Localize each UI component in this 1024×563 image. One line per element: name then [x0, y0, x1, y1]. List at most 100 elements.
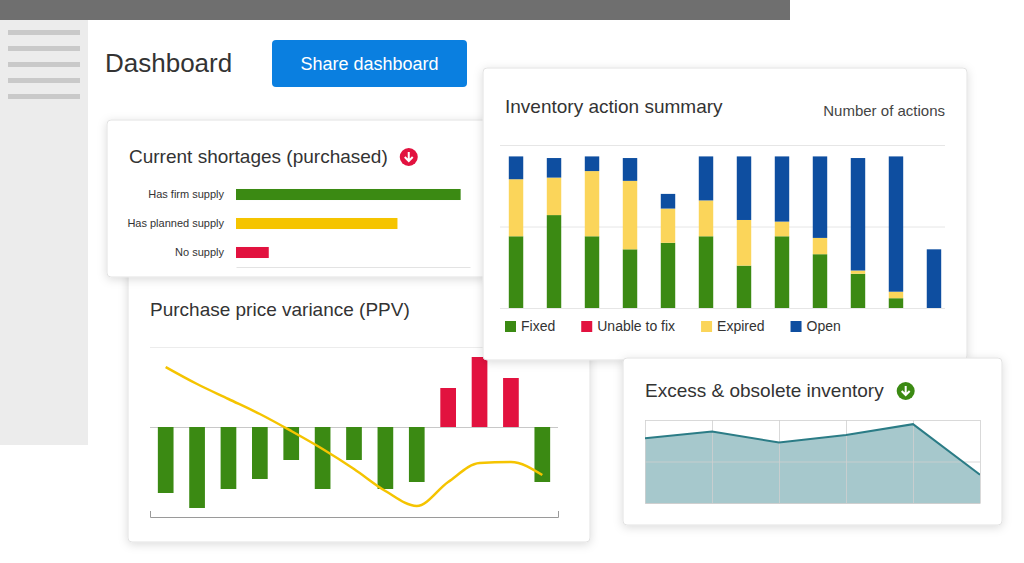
share-button-bg[interactable]	[272, 40, 467, 87]
ppv-bar	[315, 427, 331, 489]
x-grid-tick	[980, 420, 981, 503]
x-grid-tick	[779, 420, 780, 503]
stacked-bar-segment	[737, 220, 751, 266]
chart-subtitle: Number of actions	[823, 102, 945, 119]
stacked-bar-segment	[813, 156, 827, 238]
x-axis-line	[151, 511, 559, 518]
x-grid-tick	[645, 420, 646, 503]
ppv-bar	[409, 427, 425, 482]
trend-icon-circle	[897, 382, 915, 400]
excess-line	[645, 424, 980, 475]
ppv-bar	[440, 388, 456, 427]
grid-line	[645, 462, 980, 463]
legend-item: Open	[791, 318, 841, 334]
category-label: Has firm supply	[148, 188, 224, 200]
stacked-bar-segment	[699, 200, 713, 236]
stacked-bar-segment	[889, 298, 903, 308]
stacked-bar-segment	[851, 271, 865, 274]
stacked-bar-segment	[851, 274, 865, 308]
stacked-bar-segment	[775, 236, 789, 308]
share-button[interactable]: Share dashboard	[272, 40, 467, 87]
grid-line	[645, 420, 980, 421]
stacked-bar-segment	[699, 156, 713, 200]
legend-swatch	[701, 321, 712, 332]
y-grid-tick	[645, 420, 980, 421]
inventory-plot	[509, 156, 941, 308]
stacked-bar-segment	[623, 181, 637, 249]
chart-title: Excess & obsolete inventory	[645, 380, 884, 401]
stacked-bar-segment	[547, 178, 561, 215]
trend-icon-arrow	[902, 386, 910, 395]
trend-icon-arrow	[405, 152, 413, 161]
stacked-bar-segment	[585, 171, 599, 236]
excess-card: Excess & obsolete inventory	[623, 358, 1002, 525]
sidebar-item	[8, 94, 80, 99]
y-axis-tick: Has firm supply	[148, 188, 230, 200]
chart-title: Current shortages (purchased)	[129, 146, 388, 167]
sidebar-item	[8, 78, 80, 83]
y-grid	[645, 421, 980, 504]
share-button-label[interactable]: Share dashboard	[300, 54, 438, 74]
x-grid-tick	[846, 420, 847, 503]
sidebar-item	[8, 46, 80, 51]
shortages-card: Current shortages (purchased) Has firm su…	[107, 120, 487, 277]
legend-label: Expired	[717, 318, 764, 334]
stacked-bar-segment	[813, 254, 827, 308]
ppv-line	[166, 367, 543, 506]
x-axis	[151, 511, 559, 518]
trend-icon	[400, 148, 418, 166]
stacked-bar-segment	[547, 158, 561, 178]
ppv-bar	[346, 427, 362, 460]
grid-line	[913, 420, 914, 503]
legend: FixedUnable to fixExpiredOpen	[505, 318, 841, 334]
stacked-bar-segment	[775, 156, 789, 221]
inventory-card-bg	[483, 68, 967, 360]
x-grid	[646, 420, 981, 504]
stacked-bar-segment	[851, 158, 865, 270]
shortage-bar	[236, 189, 461, 200]
dashboard-canvas: DashboardShare dashboardPurchase price v…	[0, 0, 1024, 563]
y-grid-tick	[645, 503, 980, 504]
ppv-bar	[472, 357, 488, 427]
ppv-bar	[221, 427, 237, 489]
category-label: No supply	[175, 246, 224, 258]
stacked-bar-segment	[661, 243, 675, 308]
stacked-bar-segment	[927, 249, 941, 308]
grid-line	[645, 420, 646, 503]
legend-label: Fixed	[521, 318, 555, 334]
stacked-bar-segment	[889, 156, 903, 291]
stacked-bar-segment	[661, 194, 675, 209]
y-axis-tick: No supply	[175, 246, 230, 258]
x-grid-tick	[913, 420, 914, 503]
excess-card-bg	[623, 358, 1002, 525]
grid-line	[846, 420, 847, 503]
grid-line	[500, 145, 945, 146]
legend-item: Fixed	[505, 318, 555, 334]
stacked-bar-segment	[737, 266, 751, 308]
y-grid	[500, 146, 945, 309]
legend-swatch	[581, 321, 592, 332]
grid-line	[779, 420, 780, 503]
window-titlebar	[0, 0, 790, 20]
grid-line	[980, 420, 981, 503]
y-axis: Has firm supply Has planned supply No supp…	[127, 188, 230, 258]
stacked-bar-segment	[889, 292, 903, 299]
stacked-bar-segment	[813, 238, 827, 254]
chart-title: Inventory action summary	[505, 96, 723, 117]
excess-line-plot	[645, 424, 980, 475]
y-grid-tick	[645, 462, 980, 463]
stacked-bar-segment	[661, 209, 675, 243]
legend-label: Open	[807, 318, 841, 334]
legend-swatch	[791, 321, 802, 332]
stacked-bar-segment	[585, 236, 599, 308]
y-grid-tick	[500, 308, 945, 309]
stacked-bar-segment	[509, 179, 523, 236]
y-grid-tick	[500, 227, 945, 228]
shortages-card-bg	[107, 120, 487, 277]
stacked-bar-segment	[547, 215, 561, 308]
category-label: Has planned supply	[127, 217, 224, 229]
x-axis-line	[237, 267, 471, 268]
shortage-bar	[236, 247, 269, 258]
stacked-bar-segment	[509, 236, 523, 308]
stacked-bar-segment	[775, 222, 789, 237]
